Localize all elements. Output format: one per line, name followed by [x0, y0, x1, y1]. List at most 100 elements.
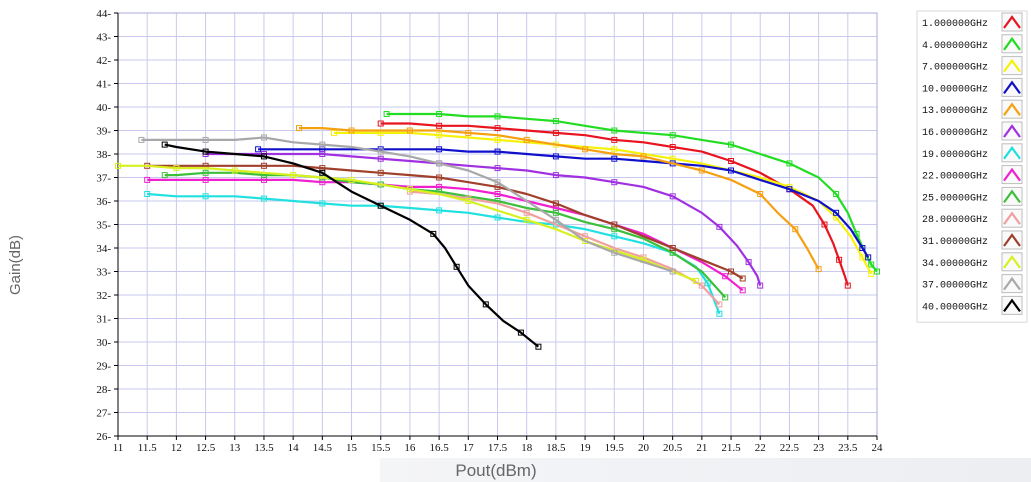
- legend-item: 37.00000GHz: [922, 274, 1023, 294]
- x-tick-label: 16: [404, 442, 416, 454]
- series-line: [164, 171, 727, 299]
- series-3: [255, 146, 872, 261]
- legend-swatch-icon: [1003, 36, 1021, 51]
- data-point: [348, 127, 355, 134]
- data-point: [261, 134, 267, 141]
- x-tick-label: 17: [463, 442, 475, 454]
- data-point: [436, 174, 443, 181]
- x-tick-label: 18.5: [546, 442, 566, 454]
- y-tick-label: 26-: [96, 431, 111, 443]
- legend-item: 10.00000GHz: [922, 77, 1023, 97]
- y-tick-label: 31-: [96, 314, 111, 326]
- data-point: [611, 221, 618, 228]
- data-point: [377, 202, 384, 209]
- data-point: [611, 249, 618, 256]
- legend-label: 31.00000GHz: [922, 237, 988, 248]
- legend-item: 40.00000GHz: [922, 295, 1023, 315]
- data-point: [722, 294, 729, 301]
- data-point: [815, 266, 822, 273]
- y-tick-label: 32-: [96, 290, 111, 302]
- data-point: [383, 111, 390, 117]
- y-tick-label: 37-: [96, 173, 111, 185]
- data-point: [821, 221, 828, 228]
- data-point: [868, 270, 875, 277]
- data-point: [739, 275, 746, 282]
- data-point: [161, 141, 168, 148]
- data-point: [836, 256, 843, 263]
- series-line: [380, 122, 849, 286]
- legend-swatch-icon: [1003, 124, 1021, 138]
- x-tick-label: 15.5: [371, 442, 391, 454]
- y-tick-label: 35-: [96, 220, 111, 232]
- legend-swatch-icon: [1003, 167, 1021, 182]
- data-point: [494, 125, 501, 132]
- series-1: [383, 111, 880, 275]
- data-point: [728, 158, 734, 164]
- legend-label: 25.00000GHz: [922, 193, 988, 204]
- data-point: [494, 113, 501, 120]
- data-point: [482, 301, 489, 308]
- legend-item: 1.000000GHz: [922, 12, 1023, 32]
- data-point: [523, 136, 530, 143]
- data-point: [874, 268, 880, 275]
- footer-band: [380, 458, 1031, 482]
- data-point: [202, 136, 209, 143]
- x-tick-label: 14.5: [313, 442, 333, 454]
- legend-label: 4.000000GHz: [922, 41, 988, 52]
- x-tick-label: 11: [113, 442, 124, 454]
- data-point: [319, 151, 326, 157]
- y-tick-label: 42-: [96, 55, 111, 67]
- data-point: [640, 153, 647, 160]
- data-point: [728, 268, 734, 275]
- x-tick-label: 24: [872, 442, 884, 454]
- legend-label: 28.00000GHz: [922, 215, 988, 226]
- y-tick-label: 27-: [96, 408, 111, 420]
- y-tick-label: 36-: [96, 196, 111, 208]
- data-point: [669, 132, 676, 139]
- series-10: [144, 162, 746, 282]
- data-point: [552, 216, 559, 223]
- legend-swatch-icon: [1003, 80, 1021, 95]
- data-point: [739, 287, 746, 294]
- data-point: [523, 216, 530, 223]
- legend-label: 1.000000GHz: [922, 19, 988, 30]
- series-line: [258, 148, 870, 258]
- legend-item: 22.00000GHz: [922, 165, 1023, 185]
- y-tick-label: 29-: [96, 361, 111, 373]
- data-point: [728, 167, 734, 174]
- data-point: [202, 148, 209, 155]
- legend-swatch-box: [1001, 12, 1023, 32]
- data-point: [319, 141, 326, 148]
- data-point: [261, 153, 267, 160]
- legend-item: 34.00000GHz: [922, 252, 1023, 272]
- data-point: [494, 148, 501, 155]
- grid: [117, 12, 878, 437]
- legend-swatch-box: [1001, 99, 1023, 119]
- data-point: [494, 191, 501, 197]
- legend-label: 37.00000GHz: [922, 281, 988, 292]
- data-point: [173, 165, 180, 172]
- data-point: [436, 132, 443, 139]
- data-point: [436, 160, 443, 167]
- series-line: [386, 112, 878, 273]
- data-point: [377, 169, 384, 176]
- legend-swatch-box: [1001, 165, 1023, 185]
- data-point: [494, 214, 501, 221]
- data-point: [669, 245, 676, 251]
- data-point: [716, 223, 723, 230]
- data-point: [261, 162, 267, 169]
- y-tick-label: 28-: [96, 384, 111, 396]
- series-line: [147, 178, 744, 292]
- data-point: [377, 120, 384, 127]
- data-point: [704, 280, 711, 287]
- data-point: [698, 167, 705, 174]
- series-line: [147, 164, 744, 280]
- data-point: [161, 172, 168, 179]
- data-point: [716, 310, 723, 317]
- legend-swatch-box: [1001, 56, 1023, 76]
- y-tick-label: 39-: [96, 126, 111, 138]
- legend-item: 16.00000GHz: [922, 121, 1023, 141]
- legend-item: 13.00000GHz: [922, 99, 1023, 119]
- data-point: [552, 209, 559, 216]
- x-tick-label: 12: [171, 442, 182, 454]
